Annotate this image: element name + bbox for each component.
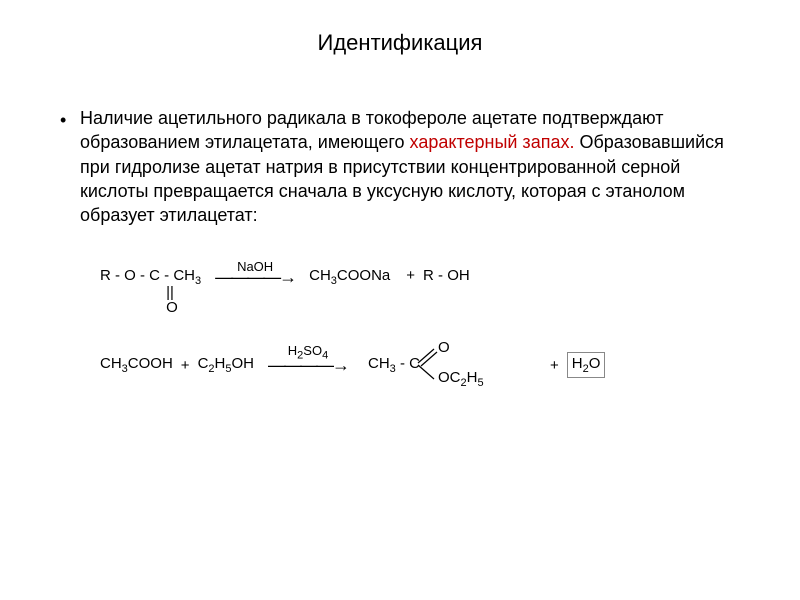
r2-al-a: H xyxy=(288,343,297,358)
r2-l5: OH xyxy=(232,355,255,372)
body-paragraph: • Наличие ацетильного радикала в токофер… xyxy=(80,106,740,227)
reaction-1: R - O - C - CH3 || O NaOH ————→ CH3COONa… xyxy=(100,267,470,288)
reaction-scheme: R - O - C - CH3 || O NaOH ————→ CH3COONa… xyxy=(100,267,740,447)
r2-botO-a: OC xyxy=(438,369,461,386)
para-highlight: характерный запах. xyxy=(410,132,575,152)
r2-l3: C xyxy=(198,355,209,372)
r1-left: R - O - C - CH xyxy=(100,267,195,284)
r2-al-c: SO xyxy=(303,343,322,358)
r1-right1: CH xyxy=(309,267,331,284)
r1-dO-bot: O xyxy=(166,299,178,316)
r2-botO-d: 5 xyxy=(477,377,483,389)
reaction-2: CH3COOH + C2H5OH H2SO4 ————→ CH3 - C O xyxy=(100,352,605,378)
r2-l2: COOH xyxy=(128,355,173,372)
r1-plus: + xyxy=(406,267,415,284)
r2-al-d: 4 xyxy=(322,350,328,362)
slide-title: Идентификация xyxy=(60,30,740,56)
r2-botO-c: H xyxy=(467,369,478,386)
r2-h2o-c: O xyxy=(589,355,601,372)
h2o-box: H2O xyxy=(567,352,606,378)
r2-l1: CH xyxy=(100,355,122,372)
r2-p1: CH xyxy=(368,355,390,372)
r1-left-sub: 3 xyxy=(195,275,201,287)
r1-arrow-label: NaOH xyxy=(237,259,273,274)
r1-right3: R - OH xyxy=(423,267,470,284)
r2-l4: H xyxy=(215,355,226,372)
r2-plus-2: + xyxy=(550,357,559,374)
bullet-icon: • xyxy=(60,108,66,132)
r1-right2: COONa xyxy=(337,267,390,284)
r2-plus-1: + xyxy=(181,357,190,374)
r2-topO: O xyxy=(438,339,450,356)
r2-h2o-a: H xyxy=(572,355,583,372)
